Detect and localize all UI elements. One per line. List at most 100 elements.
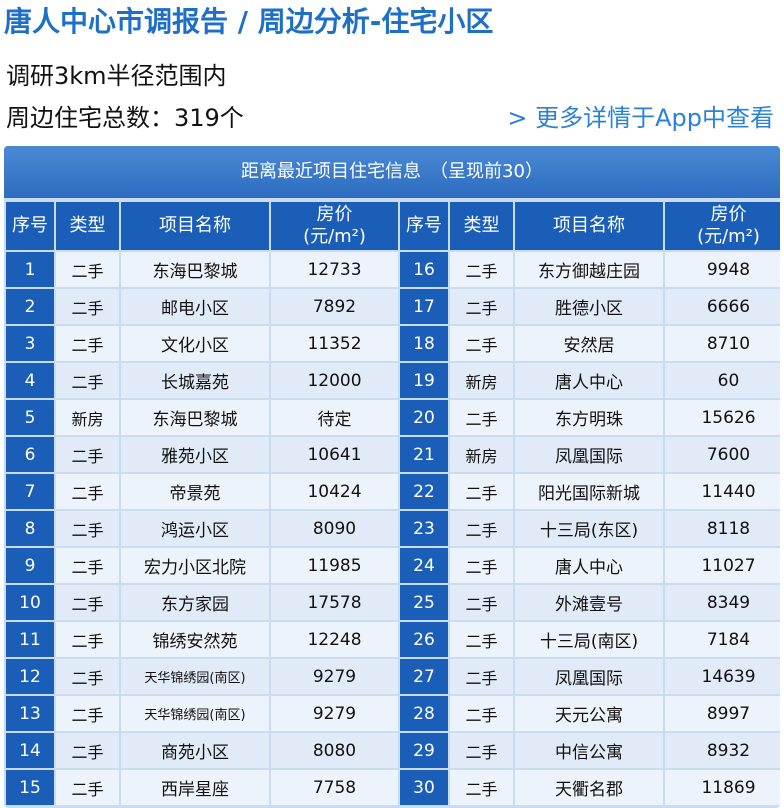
row-price: 8932 bbox=[665, 733, 780, 768]
table-row: 2 二手 邮电小区 7892 17 二手 胜德小区 6666 bbox=[6, 289, 780, 324]
row-index: 6 bbox=[6, 437, 54, 472]
row-project-name: 文化小区 bbox=[121, 326, 269, 361]
header-name: 项目名称 bbox=[515, 202, 663, 250]
page-title: 唐人中心市调报告 / 周边分析-住宅小区 bbox=[4, 5, 494, 38]
row-price: 17578 bbox=[271, 585, 398, 620]
row-project-name: 帝景苑 bbox=[121, 474, 269, 509]
row-type: 二手 bbox=[56, 548, 119, 583]
row-project-name: 凤凰国际 bbox=[515, 437, 663, 472]
row-project-name: 雅苑小区 bbox=[121, 437, 269, 472]
row-index: 27 bbox=[400, 659, 448, 694]
row-price: 7600 bbox=[665, 437, 780, 472]
row-type: 新房 bbox=[450, 363, 513, 398]
row-project-name: 东方御越庄园 bbox=[515, 252, 663, 287]
row-project-name: 天元公寓 bbox=[515, 696, 663, 731]
row-index: 19 bbox=[400, 363, 448, 398]
row-index: 9 bbox=[6, 548, 54, 583]
row-project-name: 东方家园 bbox=[121, 585, 269, 620]
row-price: 9279 bbox=[271, 659, 398, 694]
row-index: 11 bbox=[6, 622, 54, 657]
row-index: 13 bbox=[6, 696, 54, 731]
header-index: 序号 bbox=[6, 202, 54, 250]
row-type: 二手 bbox=[450, 659, 513, 694]
row-index: 18 bbox=[400, 326, 448, 361]
row-project-name: 鸿运小区 bbox=[121, 511, 269, 546]
residential-table: 序号 类型 项目名称 房价 (元/m²) 序号 类型 项目名称 房价 (元/m²… bbox=[4, 200, 780, 807]
header-price-label: 房价 bbox=[710, 204, 747, 225]
row-price: 8997 bbox=[665, 696, 780, 731]
row-type: 二手 bbox=[450, 770, 513, 805]
header-index: 序号 bbox=[400, 202, 448, 250]
more-details-link[interactable]: > 更多详情于App中查看 bbox=[507, 104, 774, 132]
table-header-row: 序号 类型 项目名称 房价 (元/m²) 序号 类型 项目名称 房价 (元/m²… bbox=[6, 202, 780, 250]
row-price: 6666 bbox=[665, 289, 780, 324]
row-price: 8118 bbox=[665, 511, 780, 546]
row-price: 60 bbox=[665, 363, 780, 398]
row-index: 20 bbox=[400, 400, 448, 435]
row-price: 11352 bbox=[271, 326, 398, 361]
header-price: 房价 (元/m²) bbox=[665, 202, 780, 250]
table-row: 8 二手 鸿运小区 8090 23 二手 十三局(东区) 8118 bbox=[6, 511, 780, 546]
row-project-name: 胜德小区 bbox=[515, 289, 663, 324]
row-type: 二手 bbox=[450, 548, 513, 583]
row-index: 26 bbox=[400, 622, 448, 657]
row-type: 二手 bbox=[56, 437, 119, 472]
row-type: 二手 bbox=[56, 363, 119, 398]
row-price: 11440 bbox=[665, 474, 780, 509]
row-type: 二手 bbox=[56, 289, 119, 324]
header-price: 房价 (元/m²) bbox=[271, 202, 398, 250]
row-project-name: 锦绣安然苑 bbox=[121, 622, 269, 657]
row-project-name: 外滩壹号 bbox=[515, 585, 663, 620]
row-price: 11985 bbox=[271, 548, 398, 583]
row-type: 二手 bbox=[450, 400, 513, 435]
table-row: 7 二手 帝景苑 10424 22 二手 阳光国际新城 11440 bbox=[6, 474, 780, 509]
row-type: 二手 bbox=[450, 733, 513, 768]
table-row: 5 新房 东海巴黎城 待定 20 二手 东方明珠 15626 bbox=[6, 400, 780, 435]
row-price: 9948 bbox=[665, 252, 780, 287]
table-row: 15 二手 西岸星座 7758 30 二手 天衢名郡 11869 bbox=[6, 770, 780, 805]
table-row: 10 二手 东方家园 17578 25 二手 外滩壹号 8349 bbox=[6, 585, 780, 620]
table-row: 11 二手 锦绣安然苑 12248 26 二手 十三局(南区) 7184 bbox=[6, 622, 780, 657]
row-type: 二手 bbox=[56, 252, 119, 287]
header-price-unit: (元/m²) bbox=[303, 226, 366, 247]
row-index: 22 bbox=[400, 474, 448, 509]
row-type: 二手 bbox=[56, 474, 119, 509]
row-project-name: 天华锦绣园(南区) bbox=[121, 696, 269, 731]
row-price: 10424 bbox=[271, 474, 398, 509]
row-type: 二手 bbox=[450, 289, 513, 324]
row-type: 二手 bbox=[450, 585, 513, 620]
survey-scope: 调研3km半径范围内 bbox=[6, 62, 227, 90]
row-price: 14639 bbox=[665, 659, 780, 694]
row-type: 二手 bbox=[56, 770, 119, 805]
row-type: 二手 bbox=[450, 622, 513, 657]
row-index: 29 bbox=[400, 733, 448, 768]
table-row: 6 二手 雅苑小区 10641 21 新房 凤凰国际 7600 bbox=[6, 437, 780, 472]
table-row: 13 二手 天华锦绣园(南区) 9279 28 二手 天元公寓 8997 bbox=[6, 696, 780, 731]
row-index: 25 bbox=[400, 585, 448, 620]
row-project-name: 长城嘉苑 bbox=[121, 363, 269, 398]
row-price: 15626 bbox=[665, 400, 780, 435]
row-type: 二手 bbox=[56, 659, 119, 694]
row-project-name: 西岸星座 bbox=[121, 770, 269, 805]
row-price: 7758 bbox=[271, 770, 398, 805]
row-type: 二手 bbox=[56, 733, 119, 768]
row-index: 24 bbox=[400, 548, 448, 583]
row-index: 8 bbox=[6, 511, 54, 546]
row-index: 16 bbox=[400, 252, 448, 287]
row-project-name: 商苑小区 bbox=[121, 733, 269, 768]
row-type: 二手 bbox=[450, 696, 513, 731]
row-type: 二手 bbox=[450, 511, 513, 546]
row-project-name: 中信公寓 bbox=[515, 733, 663, 768]
table-row: 1 二手 东海巴黎城 12733 16 二手 东方御越庄园 9948 bbox=[6, 252, 780, 287]
row-price: 9279 bbox=[271, 696, 398, 731]
residential-table-panel: 距离最近项目住宅信息 （呈现前30） 序号 类型 项目名称 房价 (元/m²) … bbox=[4, 146, 780, 808]
row-price: 12000 bbox=[271, 363, 398, 398]
table-row: 12 二手 天华锦绣园(南区) 9279 27 二手 凤凰国际 14639 bbox=[6, 659, 780, 694]
row-price: 12733 bbox=[271, 252, 398, 287]
row-price: 11869 bbox=[665, 770, 780, 805]
row-index: 3 bbox=[6, 326, 54, 361]
row-index: 5 bbox=[6, 400, 54, 435]
row-project-name: 东方明珠 bbox=[515, 400, 663, 435]
row-price: 8710 bbox=[665, 326, 780, 361]
row-type: 二手 bbox=[56, 326, 119, 361]
